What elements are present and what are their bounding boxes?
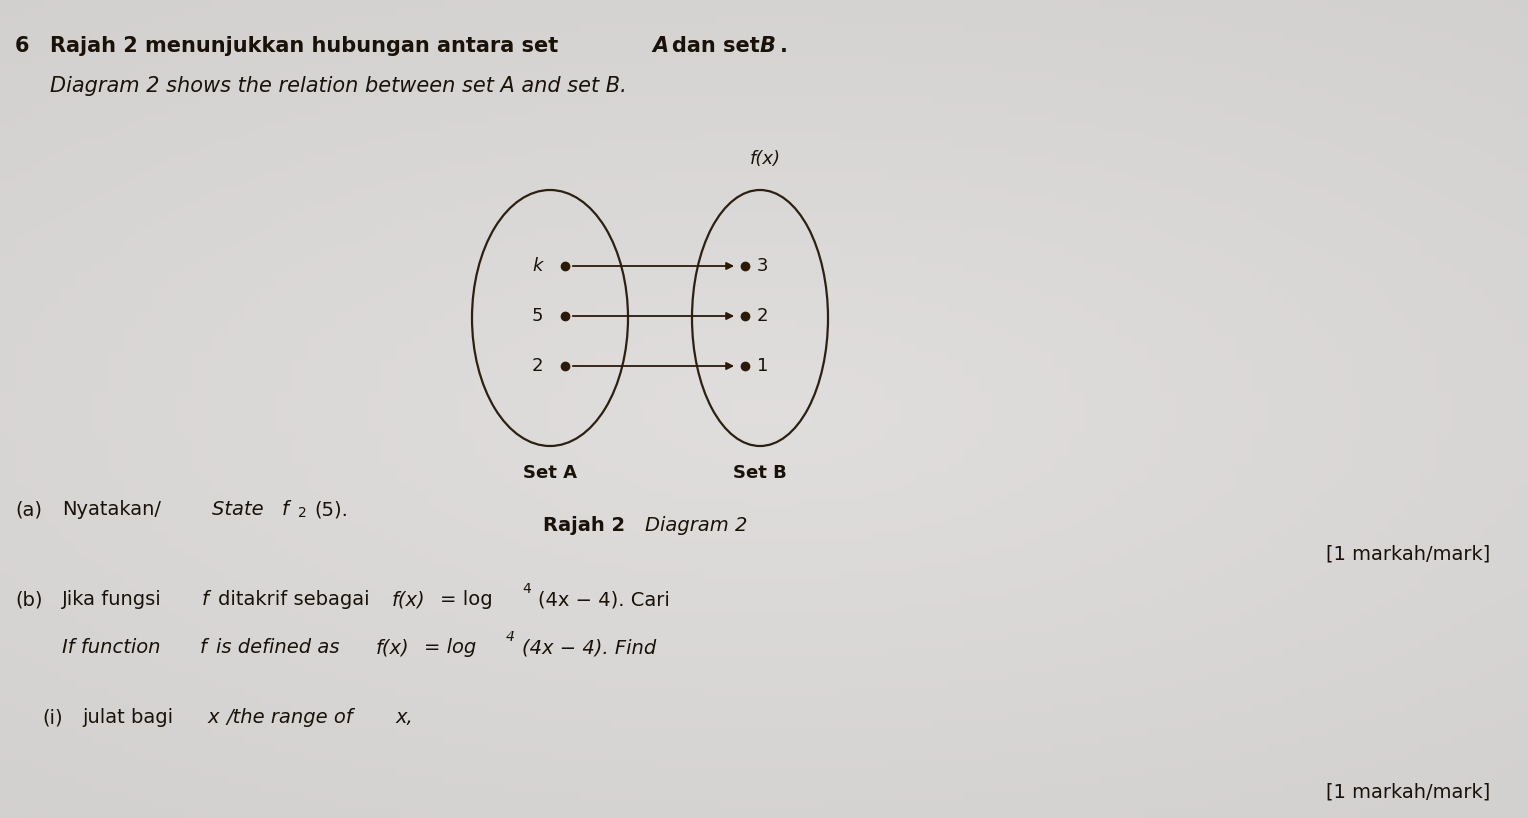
Text: Nyatakan/: Nyatakan/ [63,500,160,519]
Text: (i): (i) [41,708,63,727]
Text: f(x): f(x) [393,590,426,609]
Text: Rajah 2: Rajah 2 [542,516,625,535]
Text: = log: = log [440,590,492,609]
Text: 6: 6 [15,36,29,56]
Text: .: . [779,36,788,56]
Text: k: k [533,257,542,275]
Text: Jika fungsi: Jika fungsi [63,590,162,609]
Text: dan set: dan set [672,36,759,56]
Text: 4: 4 [523,582,530,596]
Text: f: f [202,590,209,609]
Text: f: f [200,638,206,657]
Text: [1 markah/mark]: [1 markah/mark] [1326,783,1490,802]
Text: f(x): f(x) [750,150,781,168]
Text: Set B: Set B [733,464,787,482]
Text: A: A [652,36,668,56]
Text: x,: x, [396,708,414,727]
Text: (b): (b) [15,590,43,609]
Text: /the range of: /the range of [226,708,353,727]
Text: (4x − 4). Cari: (4x − 4). Cari [538,590,669,609]
Text: julat bagi: julat bagi [83,708,173,727]
Text: Diagram 2: Diagram 2 [645,516,747,535]
Text: (a): (a) [15,500,41,519]
Text: x: x [208,708,220,727]
Text: 3: 3 [756,257,769,275]
Text: If function: If function [63,638,160,657]
Text: 2: 2 [298,506,307,520]
Text: 5: 5 [532,307,542,325]
Text: Set A: Set A [523,464,578,482]
Text: (4x − 4). Find: (4x − 4). Find [523,638,656,657]
Text: is defined as: is defined as [215,638,339,657]
Text: = log: = log [423,638,477,657]
Text: ditakrif sebagai: ditakrif sebagai [219,590,370,609]
Text: 1: 1 [756,357,769,375]
Text: Diagram 2 shows the relation between set A and set B.: Diagram 2 shows the relation between set… [50,76,626,96]
Text: B: B [759,36,776,56]
Text: 2: 2 [756,307,769,325]
Text: 2: 2 [532,357,542,375]
Text: 4: 4 [506,630,515,644]
Text: State: State [212,500,270,519]
Text: [1 markah/mark]: [1 markah/mark] [1326,545,1490,564]
Text: f(x): f(x) [376,638,410,657]
Text: (5).: (5). [313,500,348,519]
Text: f: f [283,500,289,519]
Text: Rajah 2 menunjukkan hubungan antara set: Rajah 2 menunjukkan hubungan antara set [50,36,558,56]
